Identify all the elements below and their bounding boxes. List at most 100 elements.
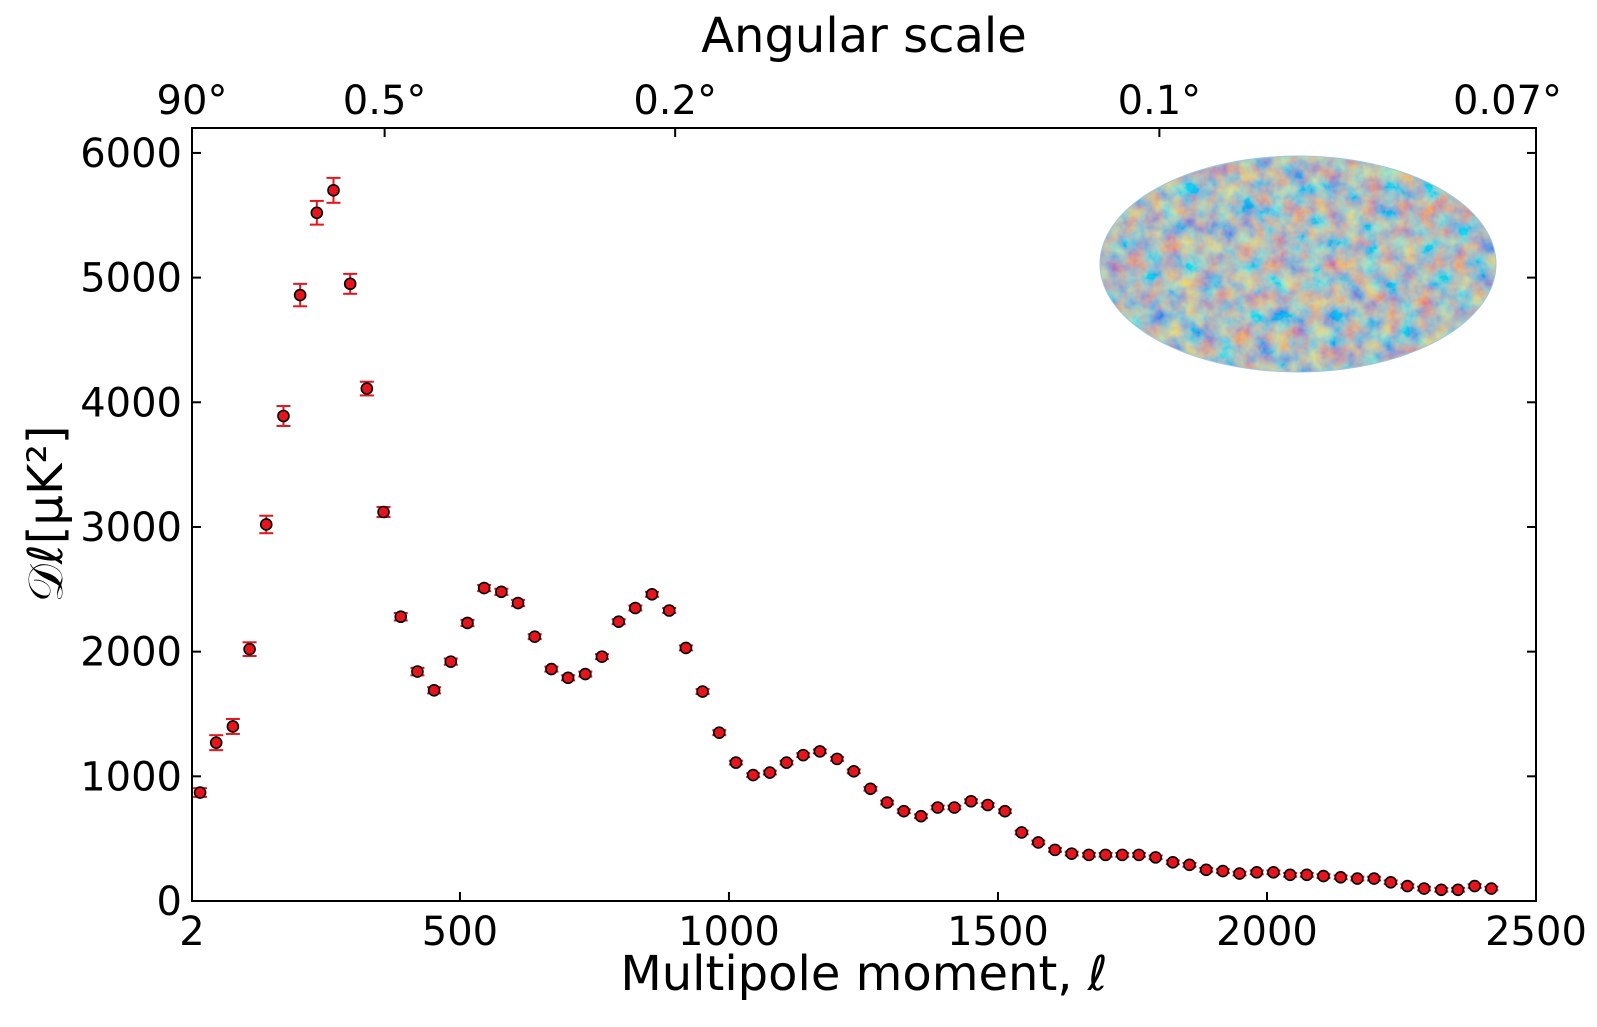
data-point bbox=[980, 798, 995, 812]
data-point bbox=[225, 717, 240, 735]
data-point bbox=[477, 581, 492, 595]
data-marker bbox=[1367, 872, 1381, 885]
data-point bbox=[410, 665, 425, 678]
x-axis-ticks: 2 500 1000 1500 2000 2500 bbox=[179, 892, 1587, 955]
data-marker bbox=[897, 804, 911, 818]
data-point bbox=[209, 734, 224, 752]
data-marker bbox=[1099, 848, 1112, 862]
data-point bbox=[1400, 879, 1415, 893]
data-marker bbox=[243, 642, 256, 656]
data-marker bbox=[948, 801, 961, 814]
data-marker bbox=[679, 641, 693, 655]
data-marker bbox=[1283, 868, 1297, 882]
data-point bbox=[1131, 848, 1146, 862]
data-marker bbox=[763, 766, 777, 779]
data-point bbox=[1148, 851, 1163, 864]
data-point bbox=[1283, 868, 1298, 882]
data-marker bbox=[796, 748, 810, 762]
data-marker bbox=[343, 277, 357, 291]
data-marker bbox=[1233, 867, 1246, 880]
data-point bbox=[645, 587, 660, 601]
data-marker bbox=[1132, 848, 1146, 862]
data-marker bbox=[561, 671, 575, 685]
data-point bbox=[1031, 836, 1046, 849]
data-point bbox=[896, 804, 911, 818]
data-point bbox=[880, 796, 895, 809]
data-marker bbox=[712, 726, 726, 739]
data-point bbox=[947, 801, 962, 814]
data-point bbox=[1014, 826, 1029, 839]
data-marker bbox=[327, 184, 340, 197]
data-marker bbox=[1417, 882, 1431, 895]
data-point bbox=[746, 768, 761, 782]
data-point bbox=[964, 794, 979, 808]
data-point bbox=[544, 662, 559, 676]
top-tick-label: 90° bbox=[157, 78, 228, 124]
x-axis-title: Multipole moment, ℓ bbox=[620, 946, 1107, 1002]
data-marker bbox=[1082, 848, 1096, 862]
data-point bbox=[1064, 847, 1079, 860]
data-marker bbox=[394, 610, 408, 624]
data-point bbox=[594, 650, 609, 663]
top-axis-ticks: 90° 0.5° 0.2° 0.1° 0.07° bbox=[157, 78, 1562, 137]
data-marker bbox=[1199, 863, 1213, 877]
data-point bbox=[1215, 864, 1230, 878]
data-point bbox=[561, 671, 576, 685]
data-point bbox=[1266, 866, 1281, 879]
data-point bbox=[1350, 872, 1365, 885]
data-marker bbox=[259, 518, 273, 531]
x-tick-label: 2500 bbox=[1485, 909, 1587, 955]
data-marker bbox=[981, 798, 995, 812]
data-marker bbox=[629, 601, 642, 615]
x-tick-label: 2000 bbox=[1216, 909, 1318, 955]
data-point bbox=[1098, 848, 1113, 862]
data-point bbox=[242, 641, 257, 658]
data-marker bbox=[293, 288, 307, 302]
data-marker bbox=[1317, 869, 1330, 883]
data-marker bbox=[1468, 879, 1481, 893]
data-marker bbox=[226, 720, 240, 733]
data-point bbox=[611, 615, 626, 629]
data-point bbox=[460, 616, 475, 630]
y-tick-label: 3000 bbox=[80, 505, 182, 551]
data-marker bbox=[746, 768, 760, 782]
x-tick-label: 500 bbox=[422, 909, 498, 955]
data-marker bbox=[595, 650, 609, 663]
data-point bbox=[628, 601, 643, 615]
data-marker bbox=[360, 382, 374, 395]
data-point bbox=[662, 604, 677, 617]
data-marker bbox=[1032, 836, 1045, 849]
data-point bbox=[1367, 872, 1382, 885]
data-point bbox=[1249, 866, 1264, 879]
data-point bbox=[1081, 848, 1096, 862]
data-marker bbox=[1250, 866, 1264, 879]
data-point bbox=[712, 726, 727, 739]
y-tick-label: 1000 bbox=[80, 754, 182, 800]
data-marker bbox=[579, 667, 592, 681]
data-point bbox=[1232, 867, 1247, 880]
data-marker bbox=[1166, 856, 1180, 869]
data-marker bbox=[880, 796, 894, 809]
data-point bbox=[796, 748, 811, 762]
data-marker bbox=[444, 655, 458, 668]
data-point bbox=[494, 585, 509, 599]
data-point bbox=[1484, 882, 1499, 895]
data-point bbox=[728, 756, 743, 769]
data-series bbox=[193, 176, 1499, 897]
data-marker bbox=[1300, 868, 1314, 882]
data-point bbox=[846, 765, 861, 778]
data-marker bbox=[1216, 864, 1230, 878]
x-tick-label: 2 bbox=[179, 909, 204, 955]
y-axis-ticks: 0 1000 2000 3000 4000 5000 6000 bbox=[80, 131, 1536, 925]
data-marker bbox=[209, 736, 223, 749]
data-point bbox=[1316, 869, 1331, 883]
data-marker bbox=[411, 665, 424, 678]
data-point bbox=[259, 514, 274, 535]
top-axis-title: Angular scale bbox=[701, 8, 1027, 64]
top-tick-label: 0.07° bbox=[1453, 78, 1562, 124]
data-marker bbox=[645, 587, 659, 601]
data-point bbox=[527, 630, 542, 643]
data-point bbox=[1115, 848, 1130, 862]
data-point bbox=[1182, 858, 1197, 872]
